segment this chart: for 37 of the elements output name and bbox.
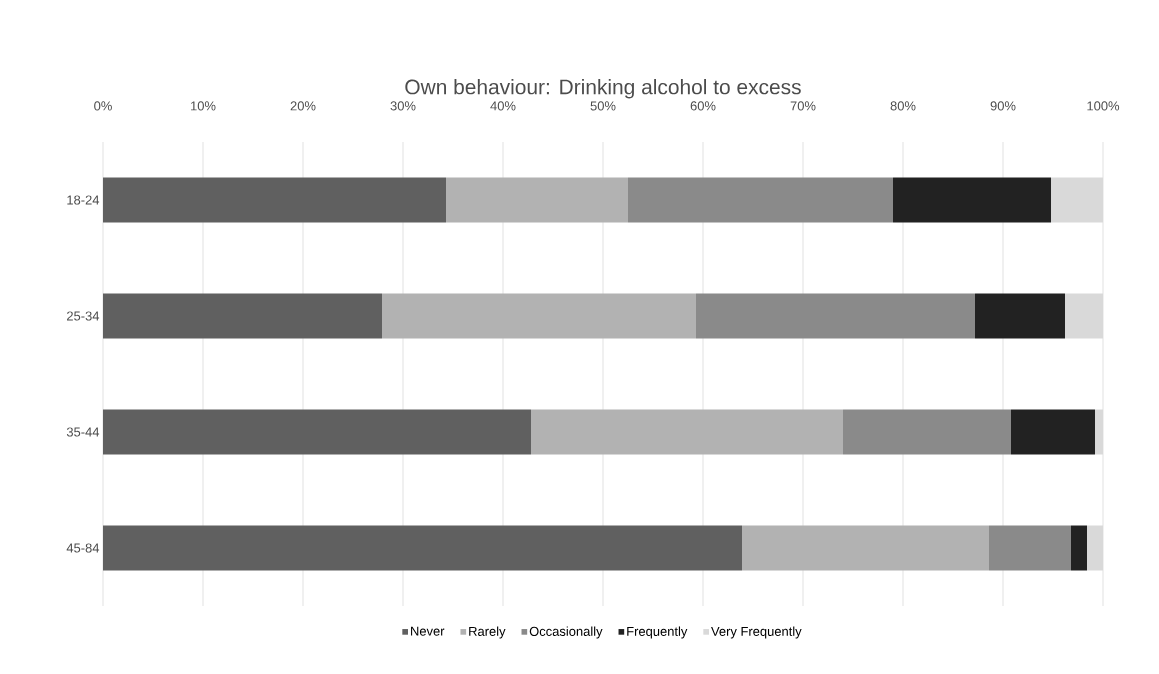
legend-label: Rarely — [469, 626, 506, 639]
legend-label: Frequently — [627, 626, 688, 639]
bar — [103, 177, 446, 223]
x-tick-label: 100% — [1087, 101, 1120, 111]
y-tick-label: 18-24 — [67, 195, 100, 205]
x-tick-label: 30% — [390, 101, 416, 111]
x-tick-label: 40% — [490, 101, 516, 111]
bar — [531, 409, 843, 455]
x-tick-label: 0% — [94, 101, 112, 111]
bar — [103, 525, 742, 571]
legend-label: Very Frequently — [711, 626, 802, 639]
chart-title: Own behaviour: Drinking alcohol to excess — [405, 79, 801, 99]
bar — [989, 525, 1071, 571]
y-tick-label: 25-34 — [67, 311, 100, 321]
x-tick-label: 60% — [690, 101, 716, 111]
x-tick-label: 90% — [990, 101, 1016, 111]
bar — [843, 409, 1011, 455]
bar — [893, 177, 1051, 223]
bar — [446, 177, 628, 223]
bar — [1011, 409, 1095, 455]
bar — [103, 409, 531, 455]
x-tick-label: 20% — [290, 101, 316, 111]
bar — [382, 293, 696, 339]
bar — [103, 293, 382, 339]
y-tick-label: 35-44 — [66, 427, 100, 437]
x-tick-label: 70% — [790, 101, 816, 111]
bar — [975, 293, 1065, 339]
bar — [742, 525, 989, 571]
bar — [1071, 525, 1087, 571]
legend-label: Occasionally — [529, 626, 603, 639]
x-tick-label: 10% — [191, 101, 216, 111]
bar — [696, 293, 975, 339]
bar — [628, 177, 893, 223]
x-tick-label: 80% — [890, 101, 916, 111]
y-tick-label: 45-84 — [66, 543, 100, 553]
x-tick-label: 50% — [590, 101, 616, 111]
legend-label: Never — [411, 626, 445, 636]
